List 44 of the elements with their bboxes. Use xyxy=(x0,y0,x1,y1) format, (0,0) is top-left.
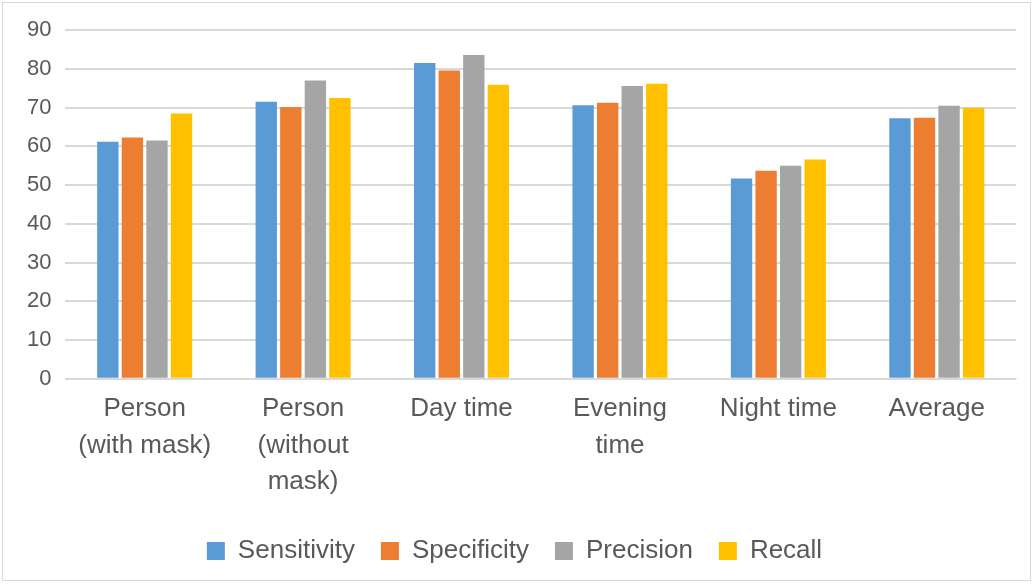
bar xyxy=(621,85,643,378)
y-tick-label: 0 xyxy=(39,364,52,390)
bar xyxy=(170,113,193,378)
y-tick-label: 90 xyxy=(26,16,52,42)
bar xyxy=(463,54,485,378)
y-tick-label: 60 xyxy=(26,132,52,158)
legend-label: Recall xyxy=(749,534,823,565)
x-tick-label: Person (without mask) xyxy=(257,392,350,495)
y-tick-label: 70 xyxy=(26,93,52,119)
bar xyxy=(97,141,119,378)
bar xyxy=(730,178,753,378)
x-tick-label: Person (with mask) xyxy=(78,392,212,459)
y-tick-label: 30 xyxy=(26,248,52,274)
legend-label: Sensitivity xyxy=(237,534,355,565)
x-tick-label: Average xyxy=(888,392,985,423)
legend-label: Precision xyxy=(585,534,693,565)
legend-label: Specificity xyxy=(411,534,529,565)
y-tick-label: 40 xyxy=(26,209,52,235)
bar xyxy=(804,159,826,378)
y-tick-label: 80 xyxy=(26,55,52,80)
bar xyxy=(438,70,460,378)
bar xyxy=(889,118,911,378)
bar xyxy=(487,84,510,378)
bar xyxy=(414,63,436,378)
bar xyxy=(779,165,802,378)
bar xyxy=(938,105,960,378)
bar xyxy=(962,107,985,378)
x-tick-label: Evening time xyxy=(572,392,667,459)
bar xyxy=(121,137,144,378)
bar xyxy=(255,101,277,378)
bar xyxy=(913,117,936,378)
bar xyxy=(596,102,619,378)
bar xyxy=(146,140,168,378)
y-tick-label: 50 xyxy=(26,171,52,197)
bar xyxy=(755,170,777,378)
bar xyxy=(572,105,594,378)
bar xyxy=(304,80,327,378)
bar xyxy=(329,97,351,378)
bar xyxy=(646,83,668,378)
x-tick-label: Day time xyxy=(410,392,513,423)
x-tick-label: Night time xyxy=(719,392,837,423)
bar xyxy=(280,106,302,378)
y-tick-label: 20 xyxy=(26,287,52,313)
y-tick-label: 10 xyxy=(26,326,52,352)
